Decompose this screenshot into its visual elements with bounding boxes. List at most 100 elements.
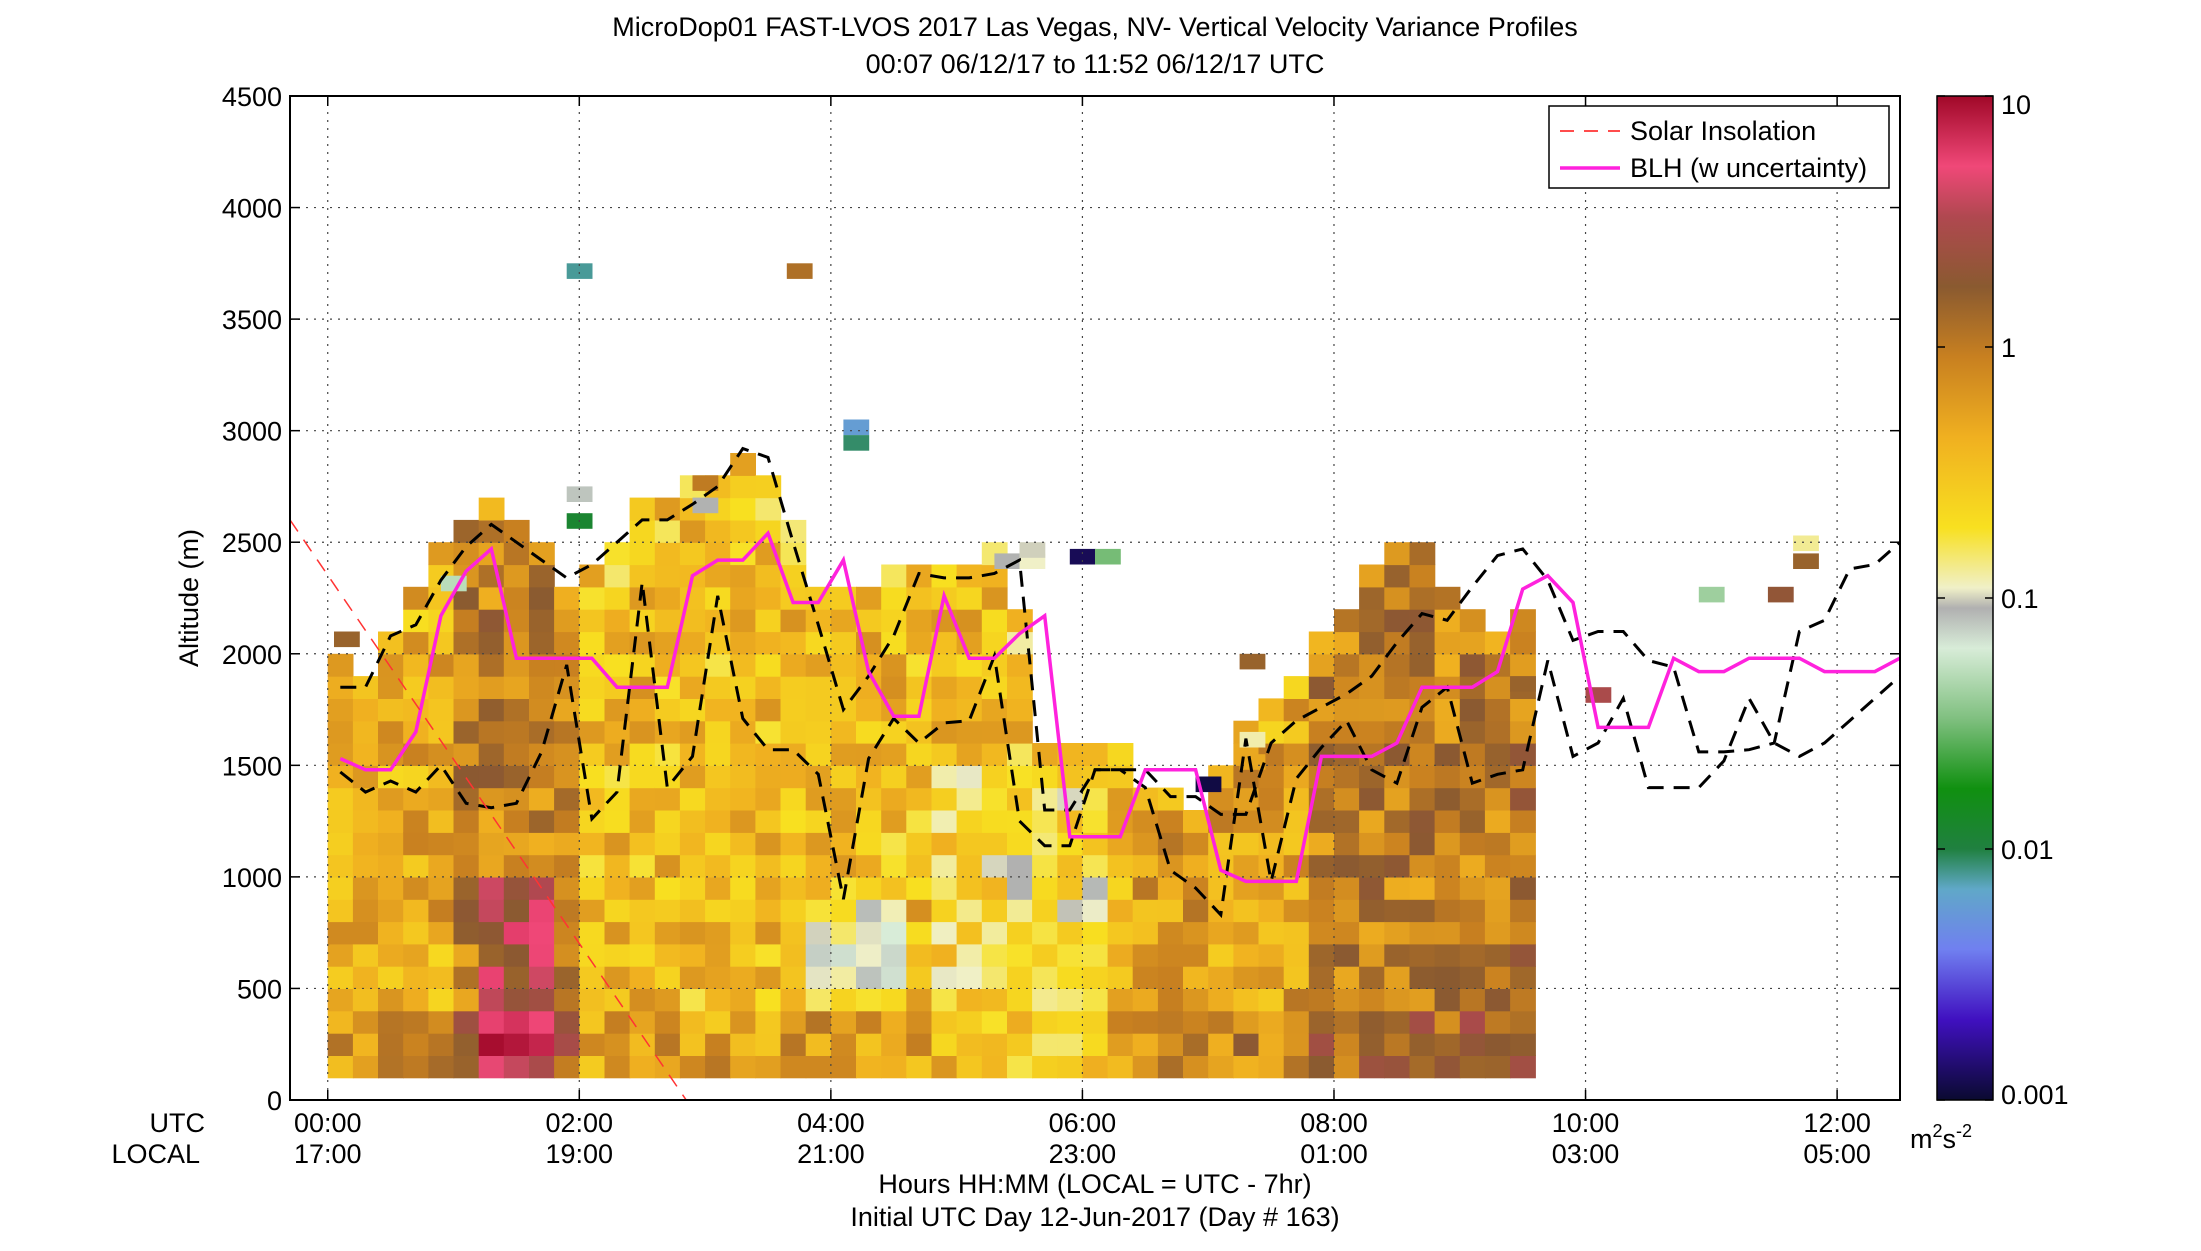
heatmap-cell	[1308, 876, 1335, 900]
heatmap-cell	[1484, 810, 1511, 833]
heatmap-cell	[830, 720, 857, 744]
heatmap-cell	[654, 497, 681, 521]
heatmap-isolated-cell	[1793, 535, 1819, 552]
heatmap-cell	[327, 966, 354, 989]
heatmap-cell	[428, 1055, 455, 1079]
heatmap-cell	[503, 876, 530, 900]
heatmap-cell	[1107, 943, 1134, 967]
heatmap-cell	[1057, 876, 1084, 900]
heatmap-cell	[1359, 698, 1385, 722]
heatmap-cell	[956, 787, 983, 811]
heatmap-cell	[403, 876, 429, 900]
heatmap-cell	[1434, 787, 1461, 811]
heatmap-cell	[1308, 676, 1335, 699]
heatmap-cell	[503, 586, 530, 610]
heatmap-cell	[352, 1055, 379, 1079]
heatmap-cell	[780, 1010, 807, 1034]
heatmap-cell	[428, 943, 455, 967]
heatmap-cell	[478, 810, 505, 833]
heatmap-cell	[579, 787, 606, 811]
heatmap-cell	[906, 943, 933, 967]
heatmap-cell	[554, 720, 580, 744]
heatmap-cell	[554, 765, 580, 789]
heatmap-cell	[579, 631, 606, 655]
heatmap-cell	[730, 921, 756, 945]
heatmap-cell	[403, 698, 429, 722]
heatmap-cell	[428, 542, 455, 566]
heatmap-cell	[805, 631, 832, 655]
heatmap-cell	[1183, 1033, 1209, 1056]
x-tick-label-local: 03:00	[1552, 1139, 1620, 1169]
heatmap-cell	[730, 1010, 756, 1034]
heatmap-cell	[1132, 1010, 1159, 1034]
heatmap-cell	[352, 876, 379, 900]
heatmap-cell	[1032, 899, 1058, 923]
heatmap-cell	[931, 787, 958, 811]
heatmap-cell	[1409, 542, 1436, 566]
colorbar-tick-label: 0.1	[2001, 584, 2039, 614]
heatmap-cell	[1157, 1055, 1184, 1079]
heatmap-cell	[1409, 943, 1436, 967]
heatmap-cell	[1409, 1010, 1436, 1034]
heatmap-cell	[629, 899, 656, 923]
heatmap-cell	[705, 988, 731, 1012]
heatmap-cell	[906, 586, 933, 610]
heatmap-cell	[327, 1033, 354, 1056]
heatmap-cell	[1082, 810, 1109, 833]
x-tick-label-utc: 10:00	[1552, 1108, 1620, 1138]
heatmap-cell	[352, 966, 379, 989]
heatmap-cell	[529, 832, 555, 856]
heatmap-cell	[830, 787, 857, 811]
y-tick-label: 4000	[222, 194, 282, 224]
heatmap-cell	[1459, 832, 1486, 856]
heatmap-cell	[1409, 743, 1436, 766]
heatmap-cell	[1409, 854, 1436, 878]
heatmap-cell	[931, 832, 958, 856]
heatmap-cell	[881, 787, 907, 811]
heatmap-cell	[403, 1033, 429, 1056]
heatmap-cell	[805, 832, 832, 856]
heatmap-cell	[554, 787, 580, 811]
heatmap-cell	[679, 876, 706, 900]
heatmap-cell	[679, 1055, 706, 1079]
heatmap-cell	[478, 676, 505, 699]
heatmap-cell	[654, 564, 681, 588]
heatmap-cell	[1409, 564, 1436, 588]
heatmap-cell	[654, 787, 681, 811]
heatmap-cell	[679, 653, 706, 677]
heatmap-cell	[679, 631, 706, 655]
heatmap-cell	[629, 810, 656, 833]
heatmap-cell	[881, 586, 907, 610]
heatmap-cell	[1459, 810, 1486, 833]
y-tick-label: 2000	[222, 640, 282, 670]
heatmap-cell	[805, 1033, 832, 1056]
heatmap-cell	[1233, 988, 1260, 1012]
heatmap-cell	[1384, 676, 1411, 699]
heatmap-cell	[1107, 921, 1134, 945]
heatmap-cell	[780, 876, 807, 900]
heatmap-cell	[981, 899, 1008, 923]
heatmap-cell	[956, 743, 983, 766]
heatmap-cell	[554, 1033, 580, 1056]
heatmap-cell	[529, 854, 555, 878]
heatmap-cell	[604, 698, 631, 722]
heatmap-cell	[453, 966, 480, 989]
heatmap-cell	[453, 810, 480, 833]
heatmap-cell	[956, 586, 983, 610]
heatmap-cell	[1359, 787, 1385, 811]
heatmap-cell	[1484, 676, 1511, 699]
heatmap-cell	[805, 899, 832, 923]
heatmap-cell	[755, 943, 782, 967]
heatmap-cell	[1283, 921, 1310, 945]
heatmap-cell	[856, 586, 882, 610]
heatmap-cell	[856, 810, 882, 833]
heatmap-cell	[1384, 921, 1411, 945]
heatmap-isolated-cell	[1095, 548, 1121, 565]
heatmap-cell	[1510, 787, 1536, 811]
heatmap-cell	[856, 698, 882, 722]
heatmap-cell	[629, 921, 656, 945]
heatmap-isolated-cell	[1793, 553, 1819, 569]
heatmap-cell	[1510, 899, 1536, 923]
heatmap-cell	[881, 743, 907, 766]
heatmap-cell	[1359, 586, 1385, 610]
